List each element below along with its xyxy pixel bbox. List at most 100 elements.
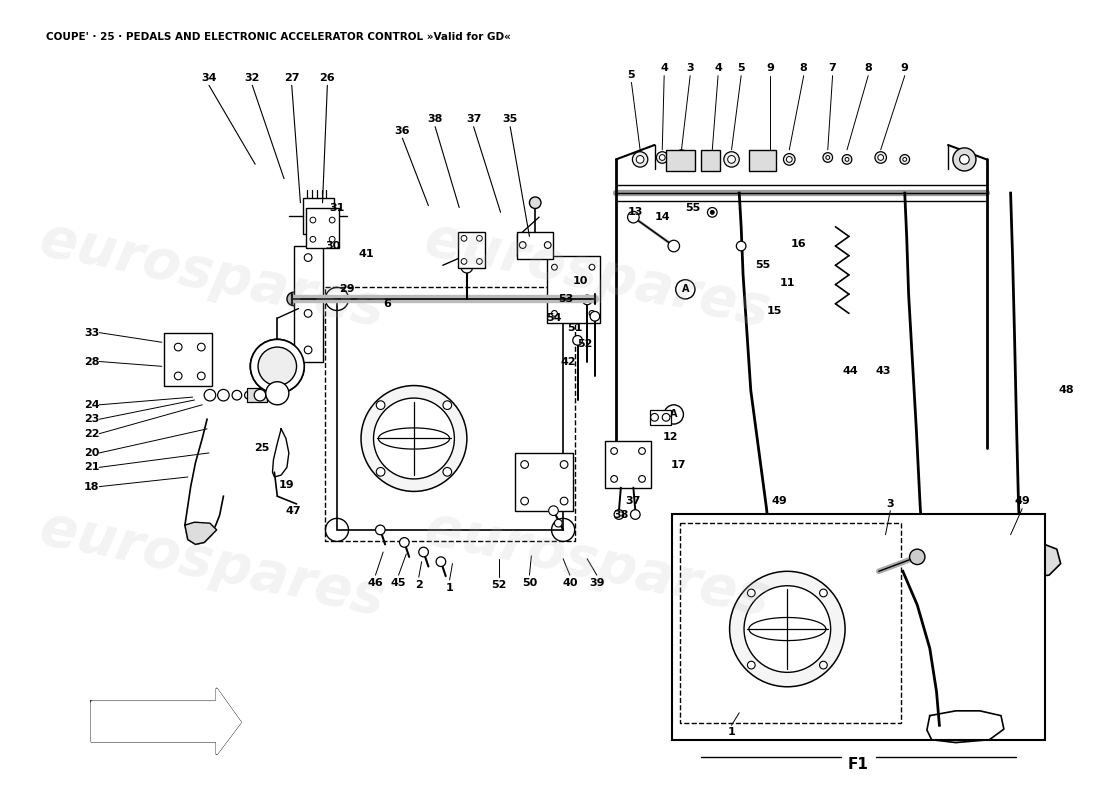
Bar — [515, 453, 573, 510]
Text: 6: 6 — [383, 298, 390, 309]
Text: 37: 37 — [626, 496, 641, 506]
Text: 5: 5 — [628, 70, 636, 80]
Circle shape — [959, 154, 969, 164]
Text: 52: 52 — [491, 580, 506, 590]
Circle shape — [520, 461, 528, 468]
Circle shape — [205, 390, 216, 401]
Circle shape — [590, 311, 600, 321]
Bar — [749, 150, 775, 171]
Circle shape — [305, 254, 312, 262]
Circle shape — [461, 262, 473, 273]
Circle shape — [287, 292, 300, 306]
Text: 38: 38 — [613, 510, 628, 521]
Circle shape — [706, 152, 718, 163]
Text: 4: 4 — [714, 63, 722, 73]
Text: 20: 20 — [84, 448, 99, 458]
Text: 31: 31 — [329, 202, 344, 213]
Text: 21: 21 — [84, 462, 99, 472]
Circle shape — [953, 148, 976, 171]
Text: 41: 41 — [358, 249, 374, 258]
Text: 13: 13 — [628, 207, 643, 218]
Text: 24: 24 — [84, 400, 99, 410]
Circle shape — [419, 547, 428, 557]
Circle shape — [874, 152, 887, 163]
Text: F1: F1 — [848, 757, 869, 772]
Text: 49: 49 — [1014, 496, 1030, 506]
Circle shape — [707, 207, 717, 217]
Circle shape — [843, 154, 851, 164]
Text: COUPE' · 25 · PEDALS AND ELECTRONIC ACCELERATOR CONTROL »Valid for GD«: COUPE' · 25 · PEDALS AND ELECTRONIC ACCE… — [46, 32, 512, 42]
Circle shape — [630, 510, 640, 519]
Text: 19: 19 — [279, 480, 295, 490]
Circle shape — [551, 264, 558, 270]
Text: 14: 14 — [654, 212, 670, 222]
Text: 39: 39 — [590, 578, 605, 588]
Bar — [701, 150, 721, 171]
Text: A: A — [670, 410, 678, 419]
Circle shape — [310, 217, 316, 223]
Ellipse shape — [492, 420, 519, 457]
Circle shape — [476, 258, 482, 264]
Text: 43: 43 — [876, 366, 891, 376]
Text: 36: 36 — [395, 126, 410, 135]
Circle shape — [461, 258, 466, 264]
Text: 37: 37 — [466, 114, 482, 124]
Circle shape — [826, 155, 829, 159]
Text: 49: 49 — [772, 496, 788, 506]
Text: 18: 18 — [84, 482, 99, 492]
Circle shape — [639, 475, 646, 482]
Circle shape — [399, 538, 409, 547]
Text: 3: 3 — [686, 63, 694, 73]
Circle shape — [329, 237, 336, 242]
Circle shape — [443, 467, 452, 476]
Ellipse shape — [834, 610, 857, 643]
Text: 34: 34 — [201, 73, 217, 82]
Text: 29: 29 — [339, 284, 354, 294]
Text: 22: 22 — [84, 429, 99, 438]
Circle shape — [610, 475, 617, 482]
Text: 30: 30 — [326, 241, 341, 251]
Circle shape — [218, 390, 229, 401]
Text: 45: 45 — [390, 578, 406, 588]
Text: 50: 50 — [521, 578, 537, 588]
Circle shape — [878, 154, 883, 160]
Polygon shape — [927, 711, 1004, 742]
Text: 8: 8 — [800, 63, 807, 73]
Circle shape — [329, 217, 336, 223]
Text: 8: 8 — [865, 63, 872, 73]
Bar — [459, 231, 485, 268]
Circle shape — [244, 391, 252, 399]
Bar — [547, 256, 600, 323]
Text: 15: 15 — [767, 306, 782, 317]
Circle shape — [251, 339, 305, 394]
Text: 53: 53 — [559, 294, 573, 304]
Text: 2: 2 — [415, 580, 422, 590]
Circle shape — [361, 386, 466, 491]
Circle shape — [551, 310, 558, 316]
Circle shape — [590, 310, 595, 316]
Text: A: A — [682, 284, 689, 294]
Polygon shape — [912, 619, 960, 655]
Circle shape — [254, 390, 266, 401]
Text: 55: 55 — [755, 260, 770, 270]
Text: eurospares: eurospares — [419, 212, 774, 338]
Text: 7: 7 — [828, 63, 836, 73]
Bar — [294, 246, 322, 362]
Circle shape — [728, 155, 736, 163]
Bar — [650, 410, 671, 425]
Ellipse shape — [478, 402, 531, 474]
Circle shape — [436, 557, 446, 566]
Circle shape — [610, 448, 617, 454]
Text: 33: 33 — [84, 328, 99, 338]
Bar — [326, 287, 574, 542]
Circle shape — [676, 150, 686, 159]
Bar — [667, 150, 695, 171]
Circle shape — [820, 662, 827, 669]
Circle shape — [590, 264, 595, 270]
Circle shape — [900, 154, 910, 164]
Circle shape — [197, 343, 205, 351]
Text: 26: 26 — [319, 73, 336, 82]
Text: 40: 40 — [562, 578, 578, 588]
Circle shape — [823, 153, 833, 162]
Text: eurospares: eurospares — [34, 501, 389, 626]
